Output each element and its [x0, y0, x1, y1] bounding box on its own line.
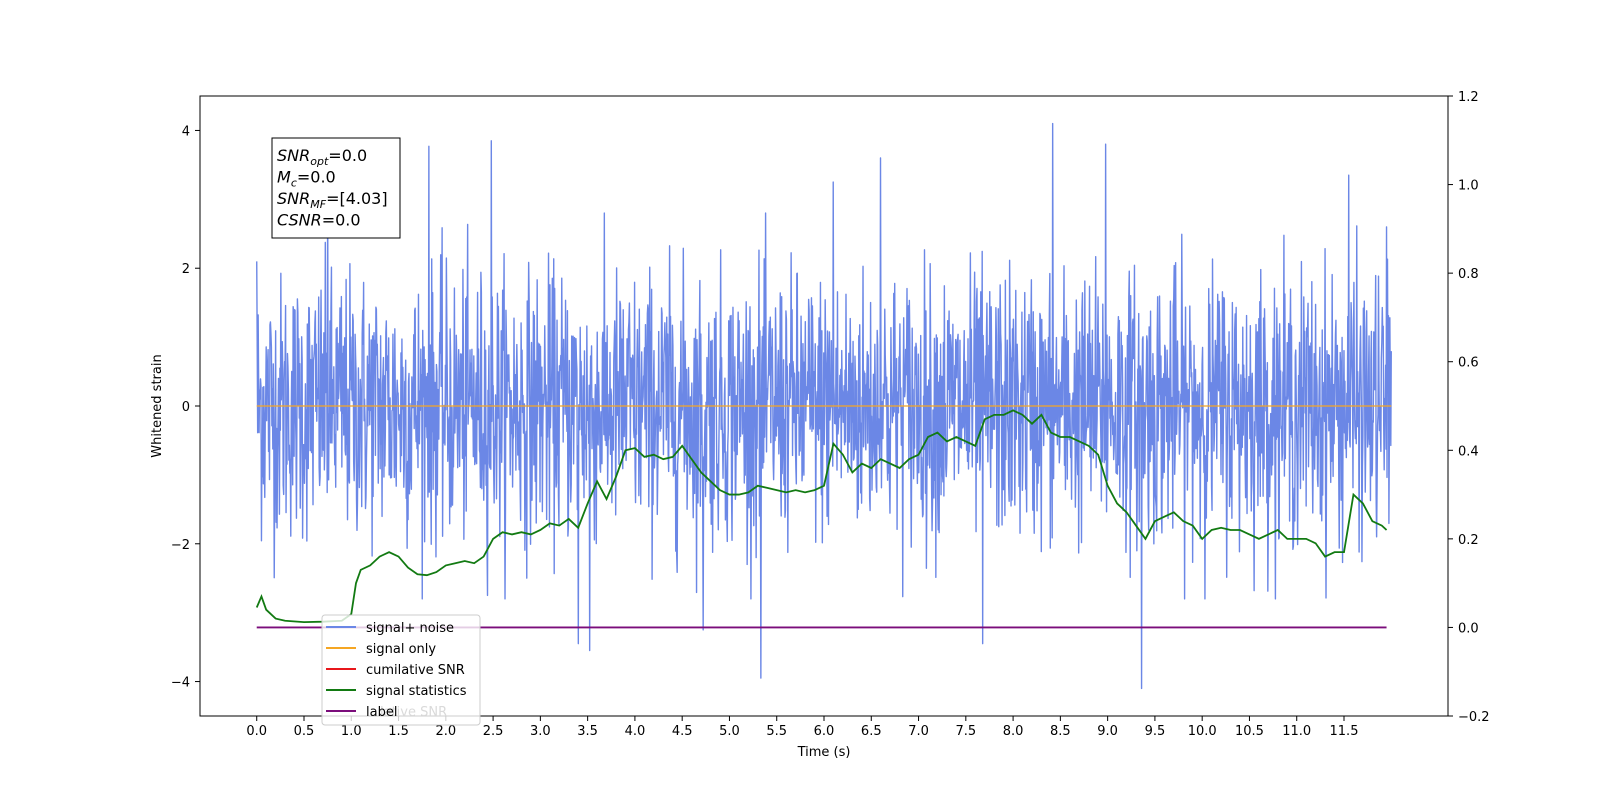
y2-tick-label: 0.4: [1458, 444, 1479, 459]
x-tick-label: 7.0: [908, 724, 929, 739]
info-subscript: MF: [310, 198, 326, 211]
y2-tick-label: −0.2: [1458, 710, 1490, 725]
x-tick-label: 10.5: [1235, 724, 1264, 739]
x-tick-label: 1.0: [341, 724, 362, 739]
legend-label: label: [366, 705, 397, 720]
axis-ticks: 0.0 0.5 1.0 1.5 2.0 2.5 3.0 3.5 4.0 4.5 5.0 5.5 6.0 6…: [171, 90, 1490, 739]
legend-label: cumilative SNR: [366, 663, 465, 678]
x-tick-label: 4.0: [625, 724, 646, 739]
x-tick-label: 6.0: [814, 724, 835, 739]
legend-label: signal+ noise: [366, 621, 454, 636]
x-tick-label: 2.5: [483, 724, 504, 739]
info-line: Mc=0.0: [277, 168, 336, 190]
x-tick-label: 7.5: [955, 724, 976, 739]
x-tick-label: 11.5: [1330, 724, 1359, 739]
x-tick-label: 11.0: [1282, 724, 1311, 739]
x-tick-label: 4.5: [672, 724, 693, 739]
info-line: CSNR=0.0: [277, 211, 361, 230]
y-tick-label: 2: [182, 262, 190, 277]
info-symbol: M: [277, 168, 291, 187]
info-symbol: SNR: [277, 146, 310, 165]
info-box-frame: [271, 137, 401, 239]
legend: lative SNR signal+ noise signal only cumila…: [321, 614, 481, 726]
y2-tick-label: 0.2: [1458, 533, 1479, 548]
y2-tick-label: 0.6: [1458, 356, 1479, 371]
x-tick-label: 10.0: [1188, 724, 1217, 739]
x-tick-label: 2.0: [435, 724, 456, 739]
y2-tick-label: 0.8: [1458, 267, 1479, 282]
x-tick-label: 9.5: [1145, 724, 1166, 739]
info-symbol: SNR: [277, 189, 310, 208]
x-tick-label: 0.0: [246, 724, 267, 739]
series-line-signal-statistics: [255, 409, 1388, 624]
info-value: =0.0: [297, 168, 336, 187]
info-symbol: CSNR: [277, 211, 322, 230]
x-axis-label: Time (s): [797, 745, 851, 760]
info-subscript: opt: [310, 155, 329, 168]
series-line-signal-noise: [256, 122, 1392, 690]
y-tick-label: 0: [182, 400, 190, 415]
legend-ghost-text: lative SNR: [380, 705, 447, 720]
y2-tick-label: 1.0: [1458, 179, 1479, 194]
info-value: =0.0: [322, 211, 361, 230]
x-tick-label: 6.5: [861, 724, 882, 739]
info-value: =[4.03]: [326, 189, 388, 208]
y-tick-label: −4: [171, 676, 190, 691]
x-tick-label: 1.5: [388, 724, 409, 739]
x-tick-label: 8.0: [1003, 724, 1024, 739]
y-tick-label: 4: [182, 124, 190, 139]
x-tick-label: 8.5: [1050, 724, 1071, 739]
x-tick-label: 5.5: [766, 724, 787, 739]
x-tick-label: 5.0: [719, 724, 740, 739]
x-tick-label: 0.5: [294, 724, 315, 739]
x-tick-label: 3.0: [530, 724, 551, 739]
x-tick-label: 3.5: [577, 724, 598, 739]
y-tick-label: −2: [171, 538, 190, 553]
y-axis-label: Whitened strain: [150, 354, 165, 457]
legend-label: signal statistics: [366, 684, 467, 699]
info-subscript: c: [291, 177, 297, 190]
y2-tick-label: 0.0: [1458, 621, 1479, 636]
x-tick-label: 9.0: [1097, 724, 1118, 739]
y2-tick-label: 1.2: [1458, 90, 1479, 105]
info-line: SNRopt=0.0: [277, 146, 367, 168]
legend-frame: [321, 614, 481, 726]
info-line: SNRMF=[4.03]: [277, 189, 388, 211]
info-value: =0.0: [328, 146, 367, 165]
legend-label: signal only: [366, 642, 436, 657]
